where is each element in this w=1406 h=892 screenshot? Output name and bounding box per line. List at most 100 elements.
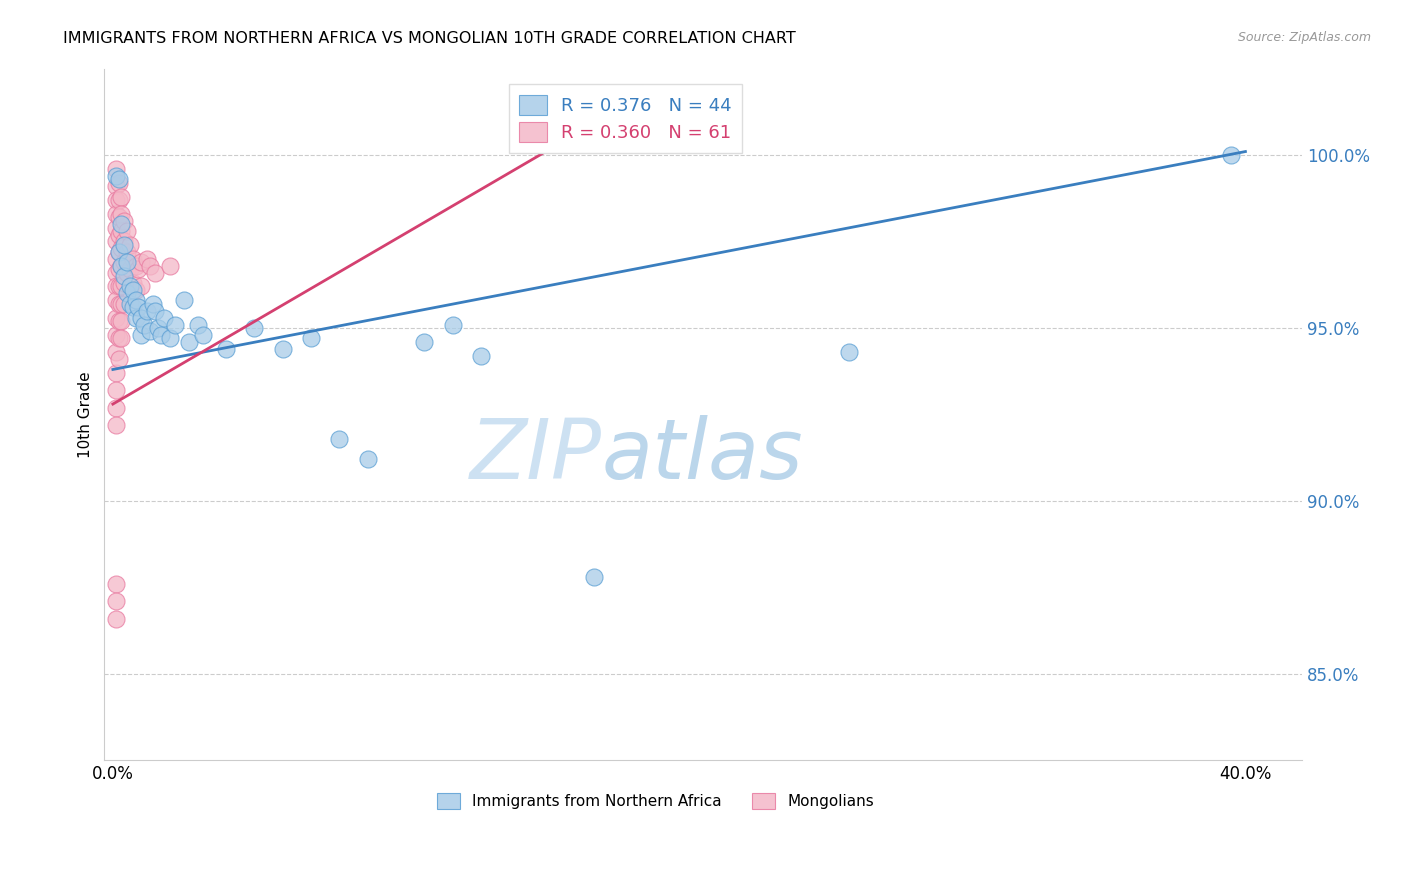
Point [121,283,143,297]
Point [441,318,464,332]
Point [104,193,127,207]
Point [135,303,157,318]
Point [121,276,143,290]
Point [112,255,135,269]
Point [110,259,132,273]
Point [413,334,436,349]
Point [107,172,129,186]
Point [107,262,129,277]
Point [159,331,181,345]
Point [150,327,173,342]
Point [112,235,135,249]
Point [121,300,143,314]
Text: IMMIGRANTS FROM NORTHERN AFRICA VS MONGOLIAN 10TH GRADE CORRELATION CHART: IMMIGRANTS FROM NORTHERN AFRICA VS MONGO… [63,31,796,46]
Point [107,279,129,293]
Point [328,432,350,446]
Point [104,366,127,380]
Point [104,161,127,176]
Point [107,211,129,225]
Point [271,342,294,356]
Point [112,269,135,284]
Y-axis label: 10th Grade: 10th Grade [79,371,93,458]
Point [132,318,155,332]
Point [112,297,135,311]
Point [104,279,127,293]
Point [127,300,149,314]
Point [110,259,132,273]
Point [243,321,266,335]
Point [173,293,195,308]
Point [104,401,127,415]
Point [104,293,127,308]
Point [141,297,163,311]
Legend: Immigrants from Northern Africa, Mongolians: Immigrants from Northern Africa, Mongoli… [430,787,880,815]
Point [583,570,606,584]
Point [110,314,132,328]
Point [104,417,127,432]
Point [129,310,152,325]
Point [115,266,138,280]
Point [107,314,129,328]
Point [115,244,138,259]
Point [112,238,135,252]
Point [104,169,127,183]
Point [118,279,141,293]
Point [165,318,187,332]
Point [107,244,129,259]
Text: Source: ZipAtlas.com: Source: ZipAtlas.com [1237,31,1371,45]
Point [112,276,135,290]
Point [104,179,127,194]
Point [107,297,129,311]
Point [115,224,138,238]
Point [138,259,160,273]
Point [104,207,127,221]
Point [121,252,143,266]
Point [104,235,127,249]
Point [124,259,146,273]
Point [129,327,152,342]
Point [104,577,127,591]
Point [838,345,860,359]
Point [143,303,166,318]
Point [124,293,146,308]
Point [470,349,492,363]
Point [107,227,129,242]
Point [159,259,181,273]
Point [124,283,146,297]
Point [104,310,127,325]
Point [107,352,129,367]
Point [104,220,127,235]
Point [129,279,152,293]
Point [118,297,141,311]
Point [110,217,132,231]
Point [148,321,170,335]
Point [115,286,138,301]
Point [110,224,132,238]
Point [110,241,132,255]
Point [187,318,209,332]
Point [135,252,157,266]
Point [110,297,132,311]
Point [1220,148,1243,162]
Point [104,611,127,625]
Text: atlas: atlas [602,416,803,497]
Point [124,310,146,325]
Point [299,331,322,345]
Point [143,266,166,280]
Point [112,213,135,227]
Point [104,327,127,342]
Point [104,266,127,280]
Point [138,325,160,339]
Point [104,345,127,359]
Point [110,331,132,345]
Point [118,262,141,277]
Point [107,331,129,345]
Point [115,255,138,269]
Point [104,383,127,397]
Point [107,193,129,207]
Point [110,189,132,203]
Point [153,310,176,325]
Point [104,252,127,266]
Text: ZIP: ZIP [470,416,602,497]
Point [129,255,152,269]
